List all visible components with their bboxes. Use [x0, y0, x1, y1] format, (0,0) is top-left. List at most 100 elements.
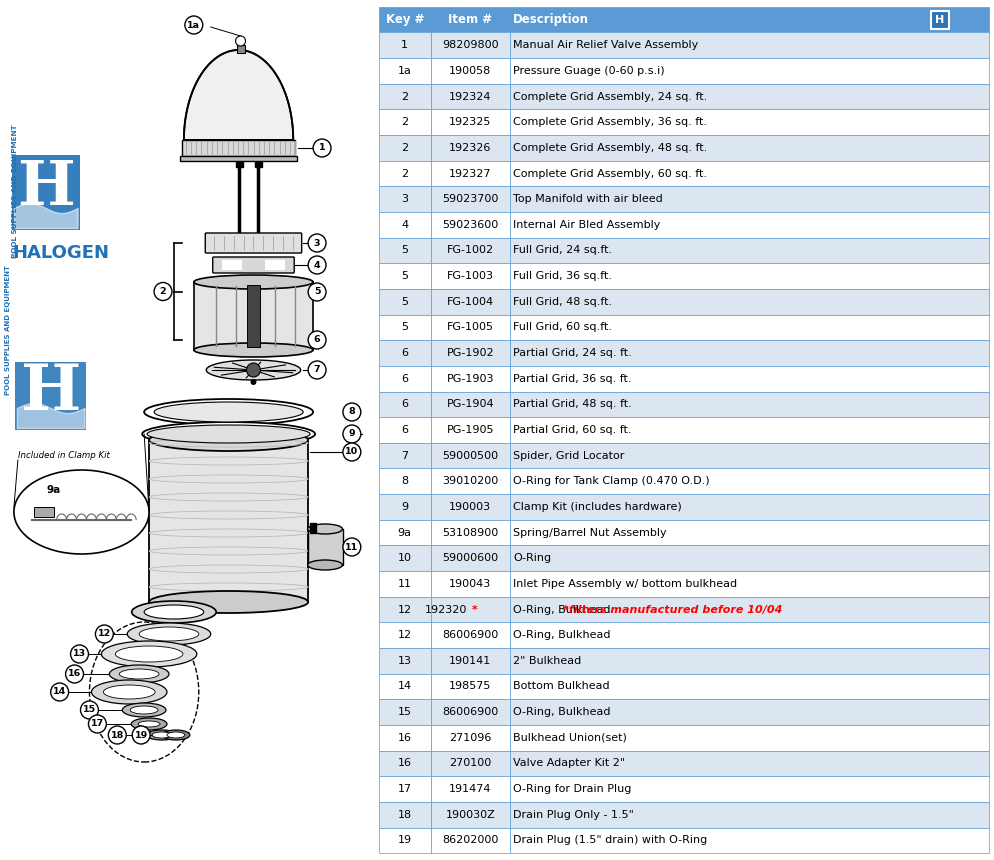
Text: Partial Grid, 60 sq. ft.: Partial Grid, 60 sq. ft. — [513, 425, 631, 435]
Text: Valve Adapter Kit 2": Valve Adapter Kit 2" — [513, 759, 625, 768]
Bar — [379, 417, 430, 443]
Bar — [430, 289, 510, 315]
Bar — [379, 623, 430, 648]
FancyBboxPatch shape — [213, 257, 294, 273]
Text: POOL SUPPLIES AND EQUIPMENT: POOL SUPPLIES AND EQUIPMENT — [5, 265, 11, 395]
Ellipse shape — [147, 425, 310, 443]
Text: Complete Grid Assembly, 60 sq. ft.: Complete Grid Assembly, 60 sq. ft. — [513, 169, 707, 179]
Bar — [308, 529, 343, 565]
Bar — [510, 391, 989, 417]
Ellipse shape — [146, 730, 178, 740]
Bar — [237, 45, 245, 53]
Text: 1a: 1a — [187, 21, 201, 29]
Circle shape — [88, 715, 106, 733]
Bar — [430, 391, 510, 417]
Bar — [34, 507, 54, 517]
Text: 14: 14 — [53, 687, 67, 697]
Text: 190043: 190043 — [449, 579, 491, 589]
Text: O-Ring for Drain Plug: O-Ring for Drain Plug — [513, 784, 631, 794]
Bar — [430, 571, 510, 597]
Bar — [379, 571, 430, 597]
Bar — [510, 83, 989, 109]
Bar — [379, 673, 430, 699]
Text: 59023700: 59023700 — [442, 194, 498, 204]
Bar — [430, 519, 510, 545]
Bar — [510, 751, 989, 777]
Text: 192327: 192327 — [449, 169, 492, 179]
Bar — [379, 58, 430, 83]
Text: Internal Air Bled Assembly: Internal Air Bled Assembly — [513, 220, 660, 230]
Bar — [222, 260, 242, 270]
Text: 10: 10 — [398, 553, 412, 563]
Bar — [430, 58, 510, 83]
Text: Complete Grid Assembly, 36 sq. ft.: Complete Grid Assembly, 36 sq. ft. — [513, 117, 707, 127]
Bar — [247, 285, 260, 347]
Text: Partial Grid, 48 sq. ft.: Partial Grid, 48 sq. ft. — [513, 399, 632, 409]
Text: 6: 6 — [402, 399, 409, 409]
Bar — [510, 827, 989, 853]
Text: 5: 5 — [402, 322, 409, 333]
Ellipse shape — [109, 665, 169, 683]
Bar — [430, 109, 510, 135]
Text: 17: 17 — [90, 720, 104, 728]
Ellipse shape — [131, 718, 167, 730]
Text: 190030Z: 190030Z — [445, 809, 495, 820]
Text: 8: 8 — [402, 476, 409, 486]
Bar — [430, 545, 510, 571]
Bar — [510, 699, 989, 725]
Circle shape — [66, 665, 83, 683]
Ellipse shape — [139, 627, 199, 641]
Bar — [430, 777, 510, 802]
Bar — [931, 10, 948, 28]
Bar — [430, 83, 510, 109]
Bar — [379, 109, 430, 135]
Circle shape — [343, 403, 361, 421]
Text: 2: 2 — [160, 287, 166, 296]
Bar — [510, 315, 989, 341]
Bar — [149, 440, 308, 602]
Bar — [430, 443, 510, 469]
Text: 7: 7 — [402, 451, 409, 461]
Text: 192326: 192326 — [449, 143, 491, 153]
Text: Manual Air Relief Valve Assembly: Manual Air Relief Valve Assembly — [513, 40, 698, 51]
Text: 16: 16 — [398, 759, 412, 768]
Text: FG-1005: FG-1005 — [446, 322, 494, 333]
Text: FG-1003: FG-1003 — [446, 271, 494, 281]
Bar — [510, 725, 989, 751]
Text: PG-1902: PG-1902 — [446, 348, 494, 358]
Text: 16: 16 — [68, 669, 82, 679]
Bar — [379, 237, 430, 263]
Bar — [510, 673, 989, 699]
Bar — [510, 161, 989, 187]
Bar — [430, 7, 510, 33]
Ellipse shape — [154, 402, 303, 422]
Bar — [379, 519, 430, 545]
Text: HALOGEN: HALOGEN — [12, 244, 109, 262]
Bar — [510, 545, 989, 571]
Text: 1a: 1a — [398, 66, 412, 76]
Circle shape — [81, 701, 98, 719]
Bar — [510, 494, 989, 519]
Ellipse shape — [127, 623, 211, 645]
Ellipse shape — [138, 721, 160, 727]
Bar — [510, 802, 989, 827]
Bar — [430, 212, 510, 237]
Bar — [379, 263, 430, 289]
Circle shape — [154, 282, 172, 300]
Text: 86202000: 86202000 — [442, 835, 498, 845]
Bar — [510, 571, 989, 597]
Bar — [510, 777, 989, 802]
Text: 6: 6 — [402, 348, 409, 358]
Bar — [15, 362, 86, 430]
Ellipse shape — [162, 730, 190, 740]
Bar — [430, 802, 510, 827]
Text: 12: 12 — [398, 630, 412, 640]
Text: 11: 11 — [345, 543, 359, 551]
Bar — [510, 135, 989, 161]
Bar — [430, 315, 510, 341]
Circle shape — [247, 363, 260, 377]
Circle shape — [343, 443, 361, 461]
Ellipse shape — [91, 680, 167, 704]
Ellipse shape — [308, 560, 342, 570]
Text: Drain Plug Only - 1.5": Drain Plug Only - 1.5" — [513, 809, 634, 820]
